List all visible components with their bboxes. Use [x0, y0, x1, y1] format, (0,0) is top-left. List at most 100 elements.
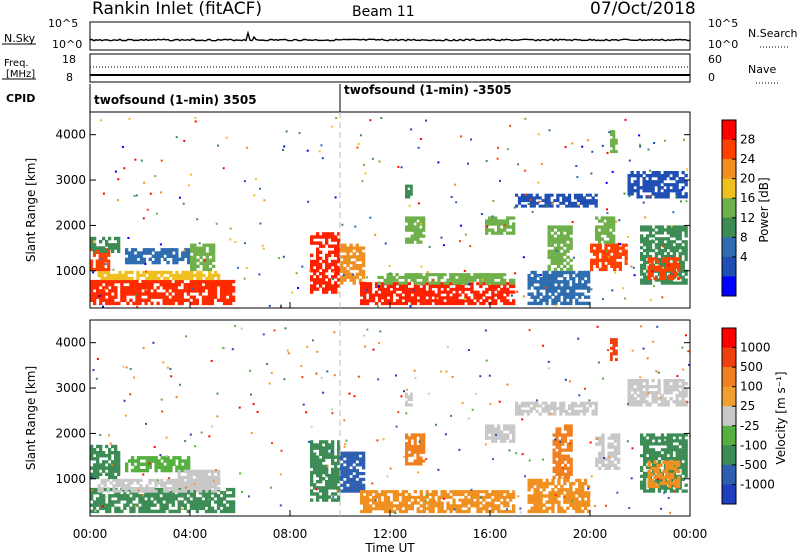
range-cell	[337, 486, 341, 490]
range-cell	[657, 246, 662, 250]
range-cell	[494, 504, 498, 508]
range-cell	[349, 489, 353, 493]
range-cell	[572, 497, 576, 501]
range-cell	[135, 279, 139, 284]
range-cell	[464, 233, 467, 236]
range-cell	[663, 174, 667, 178]
range-cell	[120, 497, 124, 501]
range-cell	[541, 401, 545, 405]
range-cell	[672, 379, 676, 383]
range-cell	[319, 272, 323, 276]
range-cell	[139, 462, 144, 466]
range-cell	[313, 259, 317, 264]
range-cell	[573, 201, 578, 205]
range-cell	[318, 150, 321, 153]
range-cell	[529, 204, 533, 208]
range-cell	[612, 219, 616, 223]
range-cell	[533, 277, 537, 281]
range-cell	[604, 255, 608, 259]
range-cell	[603, 240, 607, 244]
range-cell	[319, 250, 323, 254]
range-cell	[139, 487, 143, 490]
scatter-region	[90, 236, 121, 253]
range-cell	[610, 460, 614, 464]
range-cell	[660, 507, 663, 510]
range-cell	[547, 264, 551, 268]
range-cell	[225, 289, 230, 293]
range-cell	[613, 463, 618, 467]
range-cell	[101, 265, 105, 269]
nsearch-tick-top: 10^5	[708, 17, 738, 30]
range-cell	[581, 286, 585, 290]
range-cell	[517, 404, 522, 408]
range-cell	[538, 196, 542, 200]
range-cell	[90, 454, 94, 458]
range-cell	[461, 273, 465, 277]
range-cell	[103, 478, 107, 482]
range-cell	[542, 458, 545, 461]
range-cell	[663, 491, 666, 494]
range-cell	[295, 272, 298, 275]
range-cell	[416, 507, 420, 511]
range-cell	[526, 193, 530, 197]
range-cell	[136, 254, 141, 258]
range-cell	[171, 301, 175, 306]
range-cell	[612, 216, 616, 220]
range-cell	[163, 248, 167, 252]
range-cell	[628, 195, 631, 198]
range-cell	[648, 451, 653, 455]
range-cell	[358, 249, 363, 253]
range-cell	[371, 299, 376, 303]
range-cell	[117, 239, 121, 244]
range-cell	[535, 193, 539, 197]
range-cell	[363, 163, 365, 166]
range-cell	[585, 409, 589, 413]
range-cell	[647, 271, 651, 275]
range-cell	[491, 302, 495, 306]
range-cell	[346, 489, 350, 493]
range-cell	[198, 279, 203, 284]
range-cell	[123, 503, 127, 507]
range-cell	[355, 463, 359, 467]
range-cell	[640, 266, 644, 270]
range-cell	[542, 283, 546, 287]
range-cell	[539, 277, 543, 281]
range-cell	[428, 281, 432, 285]
range-cell	[219, 292, 224, 296]
range-cell	[581, 270, 585, 275]
range-cell	[95, 377, 98, 380]
range-cell	[189, 472, 193, 476]
range-cell	[684, 460, 688, 464]
range-cell	[196, 218, 199, 221]
range-cell	[201, 478, 206, 483]
range-cell	[154, 468, 158, 473]
range-cell	[90, 268, 94, 272]
range-cell	[642, 394, 646, 398]
range-cell	[207, 475, 212, 480]
range-cell	[681, 260, 685, 264]
range-cell	[523, 196, 527, 200]
range-cell	[404, 285, 408, 289]
range-cell	[190, 173, 192, 176]
range-cell	[515, 204, 519, 208]
range-cell	[343, 489, 347, 493]
range-cell	[681, 269, 685, 273]
range-cell	[675, 379, 679, 383]
range-cell	[109, 273, 113, 278]
range-cell	[458, 302, 462, 306]
range-cell	[262, 333, 265, 336]
range-cell	[610, 358, 613, 362]
range-cell	[668, 475, 672, 480]
range-cell	[449, 296, 453, 300]
range-cell	[160, 478, 164, 482]
range-cell	[142, 273, 146, 278]
range-cell	[97, 484, 101, 488]
range-cell	[520, 404, 525, 408]
range-cell	[322, 281, 326, 285]
range-cell	[503, 495, 507, 499]
range-cell	[316, 262, 320, 267]
range-cell	[556, 225, 561, 229]
range-cell	[609, 231, 613, 235]
range-cell	[674, 481, 678, 486]
range-cell	[90, 283, 94, 287]
